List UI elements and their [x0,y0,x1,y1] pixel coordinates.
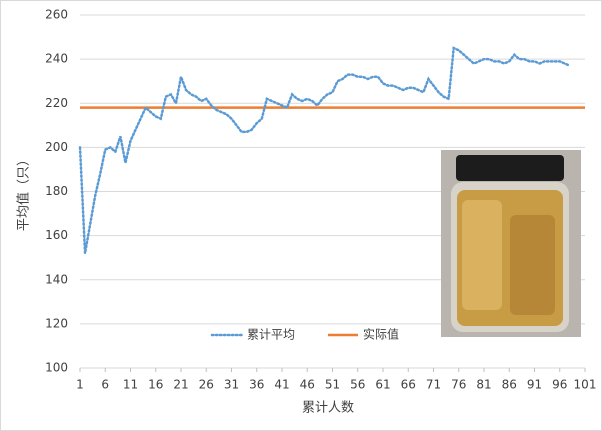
y-tick-label: 140 [45,272,68,286]
x-tick-label: 11 [123,378,138,392]
x-tick-label: 51 [325,378,340,392]
x-tick-label: 1 [76,378,84,392]
y-tick-label: 100 [45,361,68,375]
x-tick-label: 46 [300,378,315,392]
legend-label: 累计平均 [247,328,295,342]
y-tick-label: 220 [45,96,68,110]
y-tick-label: 180 [45,184,68,198]
x-tick-label: 31 [224,378,239,392]
x-tick-label: 76 [451,378,466,392]
y-axis-label: 平均值（只） [16,153,32,231]
x-tick-label: 6 [101,378,109,392]
x-tick-label: 101 [574,378,597,392]
y-tick-label: 200 [45,140,68,154]
x-axis-label: 累计人数 [302,401,354,416]
x-tick-label: 66 [401,378,416,392]
jar-photo [441,150,581,337]
legend-label: 实际值 [363,327,399,342]
x-tick-label: 61 [375,378,390,392]
x-tick-label: 16 [148,378,163,392]
x-tick-label: 91 [527,378,542,392]
x-tick-label: 21 [173,378,188,392]
x-tick-label: 26 [199,378,214,392]
y-tick-label: 160 [45,228,68,242]
series-line [78,46,572,254]
y-tick-label: 260 [45,8,68,22]
x-tick-label: 56 [350,378,365,392]
x-tick-label: 86 [502,378,517,392]
x-tick-label: 41 [274,378,289,392]
y-tick-label: 120 [45,316,68,330]
x-tick-label: 96 [552,378,567,392]
x-tick-label: 81 [476,378,491,392]
y-tick-label: 240 [45,52,68,66]
x-tick-label: 36 [249,378,264,392]
x-tick-label: 71 [426,378,441,392]
